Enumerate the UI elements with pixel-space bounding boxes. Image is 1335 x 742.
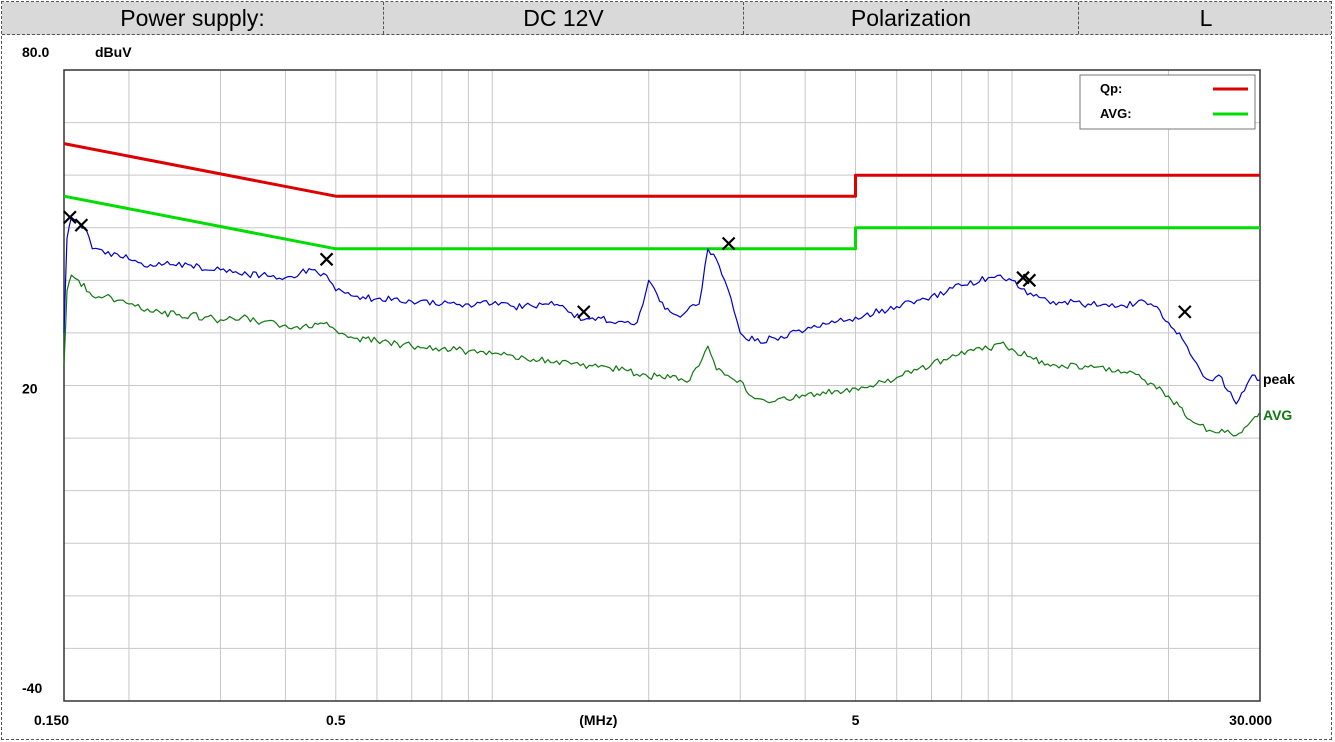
peak-marker <box>721 236 736 251</box>
peak-marker-stroke <box>63 210 77 225</box>
limit-line-avg <box>63 194 1260 251</box>
header-polarization-label: Polarization <box>744 2 1079 34</box>
legend-box <box>1079 74 1256 130</box>
x-axis-label: (MHz) <box>579 712 617 728</box>
x-tick-label: 0.5 <box>326 712 346 728</box>
peak-marker <box>576 305 591 319</box>
peak-marker <box>319 252 334 267</box>
x-tick-label: 30.000 <box>1229 712 1272 728</box>
series-end-labels: peak AVG <box>1263 371 1295 423</box>
peak-marker <box>1178 305 1192 319</box>
series-end-label: peak <box>1263 371 1295 387</box>
header-table: Power supply: DC 12V Polarization L <box>2 2 1331 35</box>
peak-marker-stroke <box>1022 273 1037 288</box>
peak-marker-stroke <box>1016 270 1030 285</box>
peak-marker <box>63 210 77 225</box>
tick-labels: 80.0 20 -40 dBuV 0.150 0.5 (MHz) 5 30.000 <box>22 44 1272 728</box>
peak-marker-stroke <box>721 236 736 251</box>
marker-layer <box>63 210 1192 319</box>
y-tick-label: 20 <box>22 381 38 397</box>
peak-marker <box>74 218 89 232</box>
header-power-supply-value: DC 12V <box>384 2 744 34</box>
grid <box>63 69 1261 702</box>
peak-marker-stroke <box>74 218 89 232</box>
peak-marker <box>1022 273 1037 288</box>
series-avg-trace <box>63 274 1261 437</box>
series-peak-trace <box>63 216 1261 405</box>
plot-border <box>63 69 1261 702</box>
y-tick-label: -40 <box>22 680 42 696</box>
series-end-label: AVG <box>1263 407 1292 423</box>
x-tick-label: 5 <box>852 712 860 728</box>
y-tick-label: 80.0 <box>22 44 49 60</box>
legend-label: Qp: <box>1100 81 1122 96</box>
peak-marker-stroke <box>1178 305 1192 319</box>
limit-line-qp <box>63 142 1260 198</box>
x-tick-label: 0.150 <box>34 712 69 728</box>
header-power-supply-label: Power supply: <box>2 2 384 34</box>
series-layer <box>63 142 1261 437</box>
header-polarization-value: L <box>1199 4 1213 31</box>
peak-marker-stroke <box>319 252 334 267</box>
legend: Qp: AVG: <box>1079 74 1256 130</box>
legend-label: AVG: <box>1100 106 1132 121</box>
peak-marker-stroke <box>576 305 591 319</box>
y-axis-unit-label: dBuV <box>95 44 132 60</box>
